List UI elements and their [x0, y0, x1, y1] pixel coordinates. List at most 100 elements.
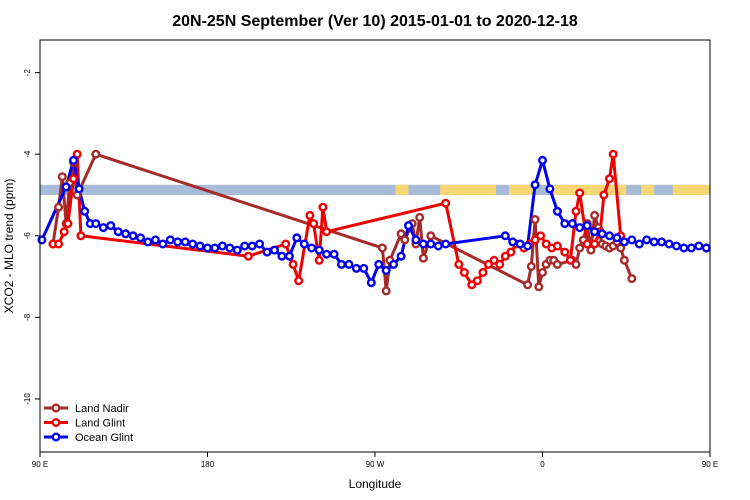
- data-point: [76, 231, 86, 241]
- data-point: [240, 241, 250, 251]
- data-point: [225, 243, 235, 253]
- data-point: [135, 233, 145, 243]
- data-point: [418, 253, 428, 263]
- legend: Land Nadir Land Glint Ocean Glint: [44, 403, 133, 444]
- data-point: [255, 239, 265, 249]
- data-point: [515, 239, 525, 249]
- data-point: [605, 174, 615, 184]
- data-point: [262, 247, 272, 257]
- data-point: [454, 259, 464, 269]
- data-point: [664, 239, 674, 249]
- data-point: [270, 245, 280, 255]
- data-point: [597, 229, 607, 239]
- data-point: [627, 274, 637, 284]
- legend-label: Land Nadir: [75, 403, 129, 415]
- data-point: [575, 223, 585, 233]
- data-point: [530, 214, 540, 224]
- land-segment: [509, 184, 534, 196]
- data-point: [538, 268, 548, 278]
- water-band: [40, 184, 710, 196]
- data-point: [560, 219, 570, 229]
- data-point: [389, 259, 399, 269]
- data-point: [616, 243, 626, 253]
- data-point: [582, 239, 592, 249]
- data-point: [478, 268, 488, 278]
- land-segment: [641, 184, 655, 196]
- data-point: [63, 219, 73, 229]
- data-point: [128, 231, 138, 241]
- data-point: [281, 239, 291, 249]
- land-segment: [672, 184, 710, 196]
- data-point: [195, 241, 205, 251]
- data-point: [634, 239, 644, 249]
- legend-marker: [51, 418, 61, 428]
- data-point: [552, 259, 562, 269]
- data-point: [582, 221, 592, 231]
- data-point: [396, 229, 406, 239]
- data-point: [305, 210, 315, 220]
- data-point: [686, 243, 696, 253]
- data-point: [657, 237, 667, 247]
- data-point: [374, 259, 384, 269]
- data-point: [426, 239, 436, 249]
- data-point: [441, 198, 451, 208]
- data-point: [309, 219, 319, 229]
- data-point: [605, 231, 615, 241]
- data-point: [599, 190, 609, 200]
- data-point: [158, 239, 168, 249]
- y-tick-label: -2: [23, 69, 32, 77]
- data-point: [247, 241, 257, 251]
- land-segment: [395, 184, 409, 196]
- data-point: [506, 247, 516, 257]
- data-point: [565, 255, 575, 265]
- data-point: [113, 227, 123, 237]
- data-point: [467, 280, 477, 290]
- data-point: [359, 263, 369, 273]
- data-point: [571, 259, 581, 269]
- x-axis: 90 E 180 90 W 0 90 E: [32, 452, 718, 469]
- data-point: [433, 241, 443, 251]
- data-point: [552, 241, 562, 251]
- data-point: [608, 149, 618, 159]
- y-tick-label: -4: [23, 150, 32, 158]
- data-point: [180, 237, 190, 247]
- data-point: [530, 180, 540, 190]
- data-point: [68, 174, 78, 184]
- data-point: [567, 219, 577, 229]
- data-point: [292, 233, 302, 243]
- x-tick-label: 90 E: [702, 460, 718, 469]
- data-point: [217, 241, 227, 251]
- data-point: [143, 237, 153, 247]
- legend-marker: [51, 403, 61, 413]
- data-point: [329, 249, 339, 259]
- data-point: [173, 237, 183, 247]
- y-tick-label: -8: [23, 313, 32, 321]
- data-point: [314, 255, 324, 265]
- data-point: [288, 259, 298, 269]
- data-point: [299, 239, 309, 249]
- data-point: [54, 239, 64, 249]
- data-point: [523, 280, 533, 290]
- data-point: [202, 243, 212, 253]
- data-point: [484, 259, 494, 269]
- data-point: [541, 239, 551, 249]
- data-point: [400, 235, 410, 245]
- x-tick-label: 0: [540, 460, 545, 469]
- data-point: [441, 239, 451, 249]
- data-point: [98, 223, 108, 233]
- data-point: [243, 251, 253, 261]
- data-point: [679, 243, 689, 253]
- data-point: [500, 251, 510, 261]
- data-point: [381, 266, 391, 276]
- data-point: [294, 276, 304, 286]
- data-point: [418, 239, 428, 249]
- data-point: [530, 235, 540, 245]
- data-point: [586, 245, 596, 255]
- data-point: [590, 210, 600, 220]
- data-point: [381, 286, 391, 296]
- data-point: [54, 202, 64, 212]
- data-point: [619, 237, 629, 247]
- data-point: [560, 247, 570, 257]
- data-point: [314, 245, 324, 255]
